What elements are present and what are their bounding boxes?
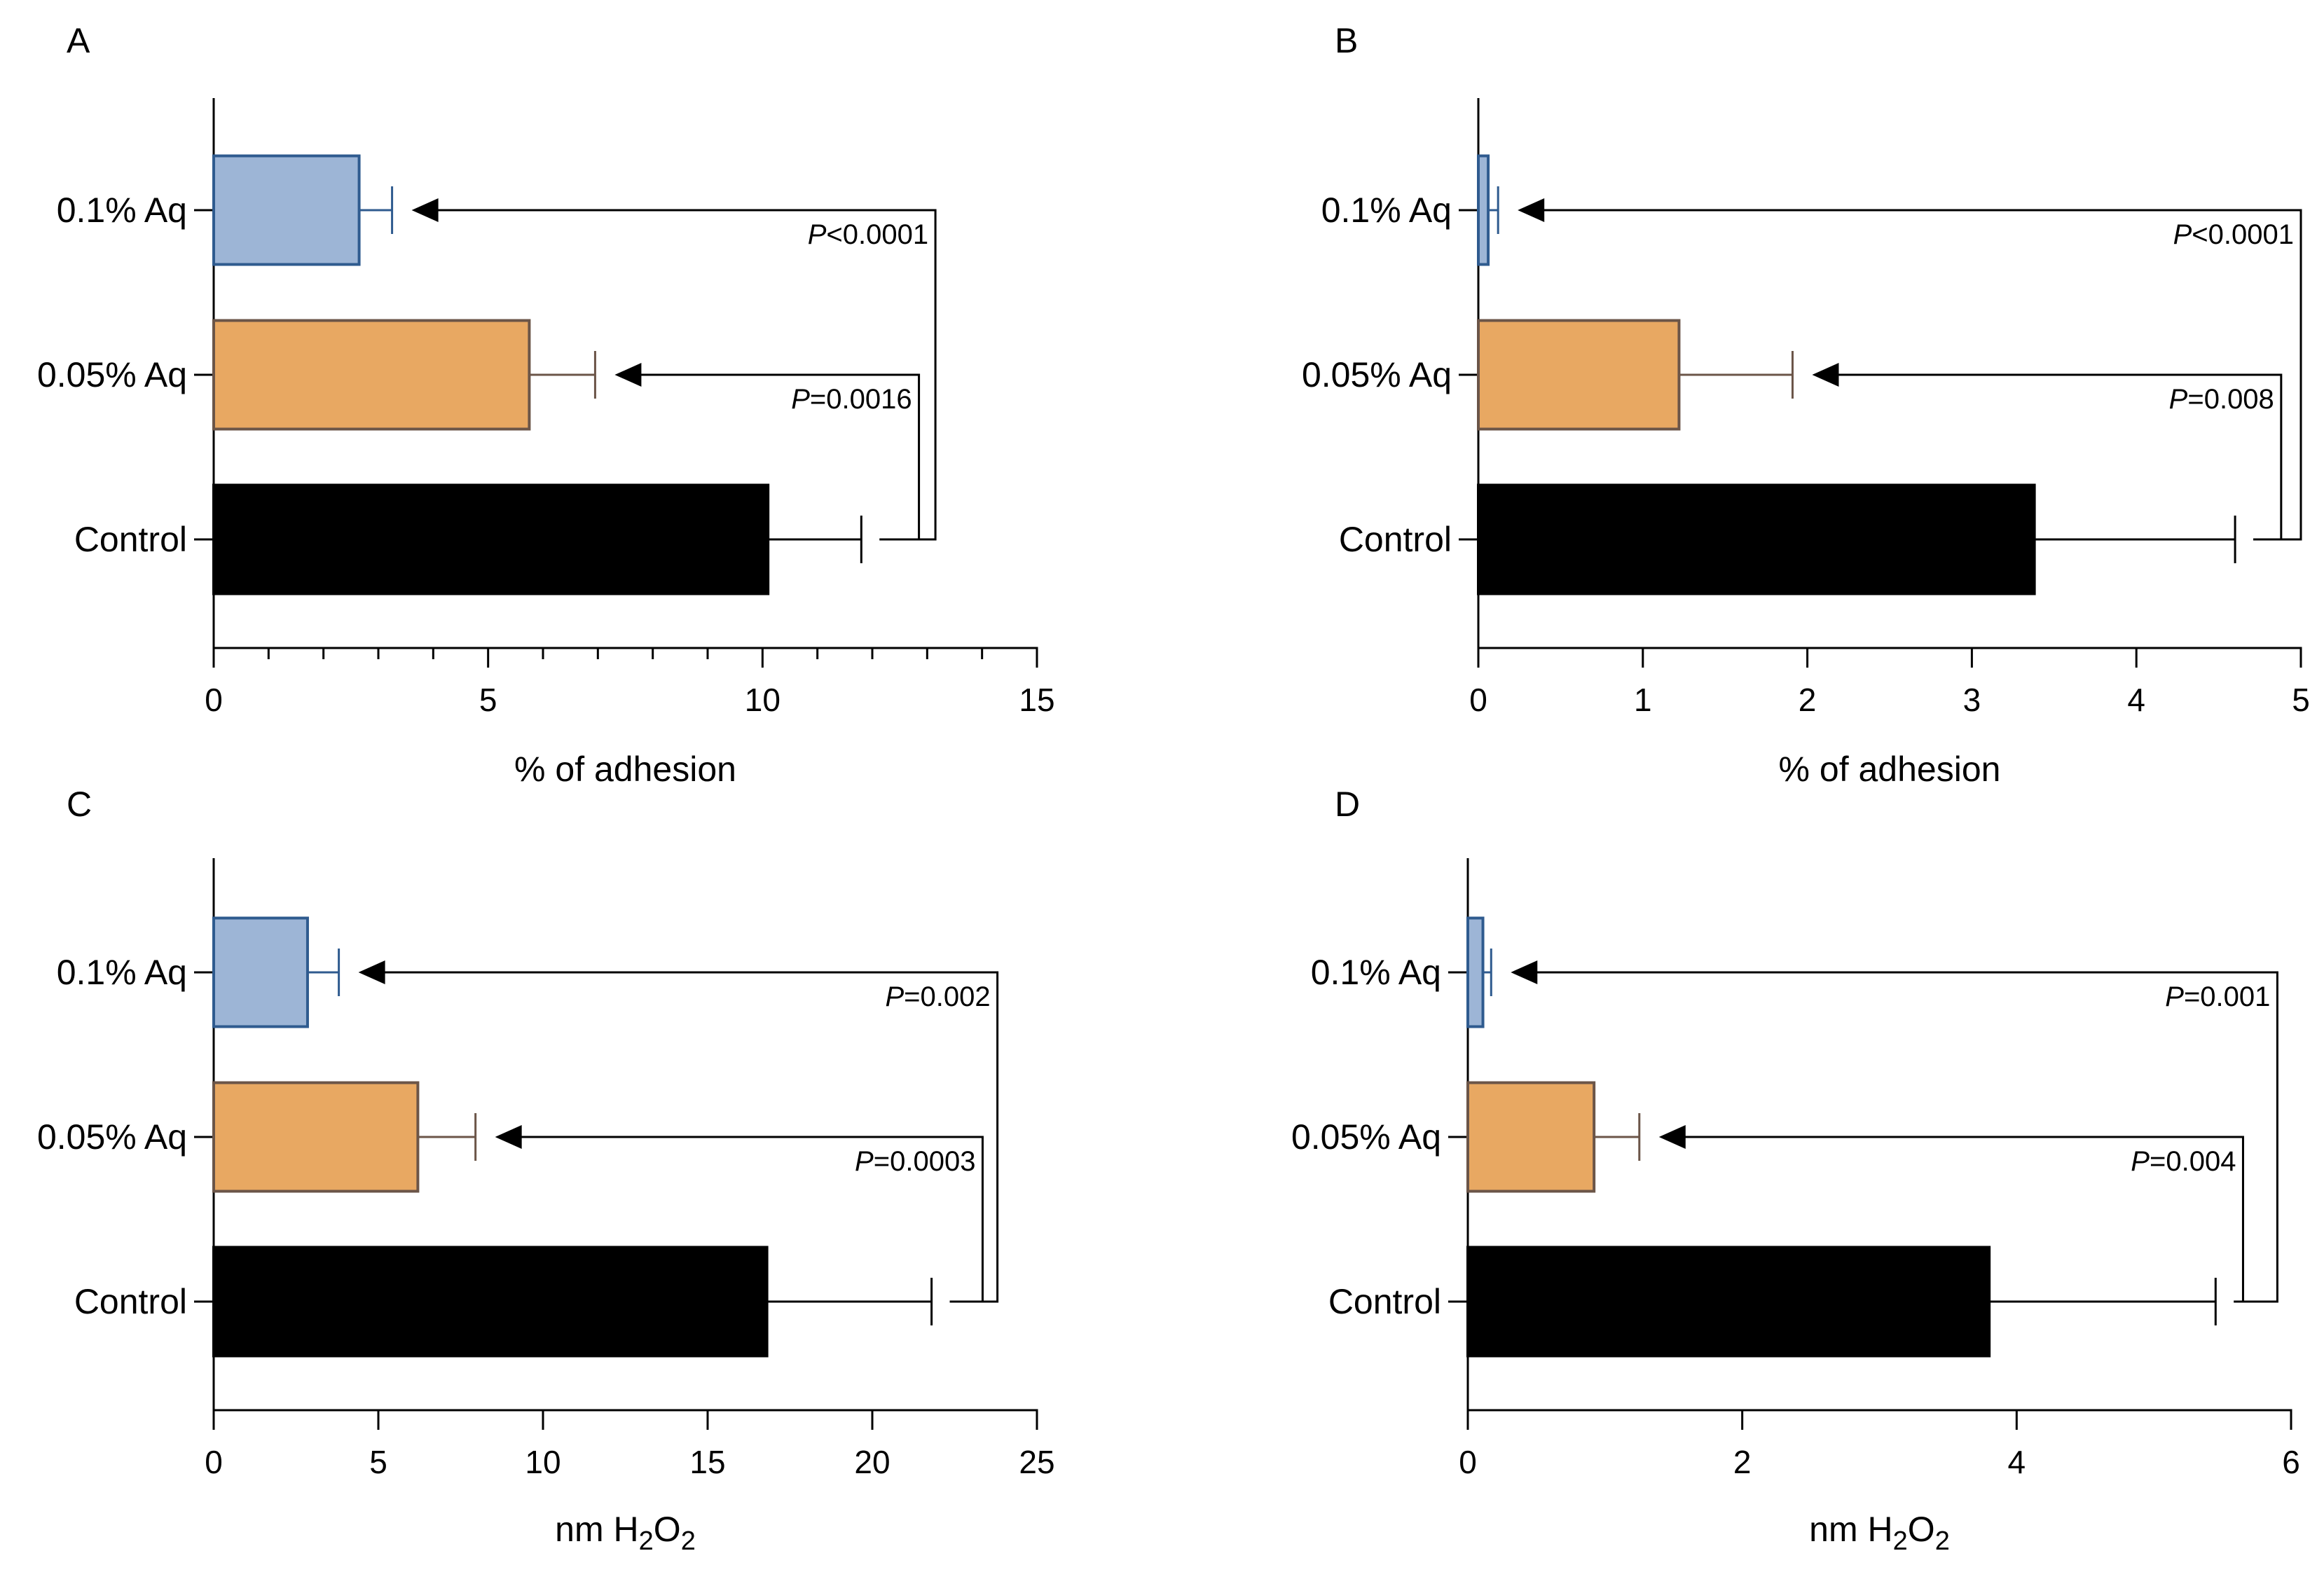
panel-c-bar-aq-01 <box>212 916 309 1028</box>
panel-c-x-tick-label: 5 <box>369 1444 387 1480</box>
panel-b-bar-aq-01 <box>1477 154 1490 266</box>
panel-d-category-label-control: Control <box>1328 1282 1441 1321</box>
panel-c-p-value-aq-005: P=0.0003 <box>855 1146 975 1177</box>
panel-a-category-label-aq-005: 0.05% Aq <box>37 355 187 394</box>
panel-b-x-tick-label: 1 <box>1634 682 1652 718</box>
panel-c-x-tick-label: 20 <box>854 1444 890 1480</box>
panel-d-x-tick-label: 4 <box>2008 1444 2026 1480</box>
panel-b-category-label-aq-005: 0.05% Aq <box>1302 355 1452 394</box>
panel-d-bar-aq-01 <box>1466 916 1485 1028</box>
panel-c-category-label-aq-005: 0.05% Aq <box>37 1117 187 1157</box>
panel-d-p-value-aq-005: P=0.004 <box>2131 1146 2236 1177</box>
panel-d-letter: D <box>1335 785 1360 824</box>
panel-c-bracket-aq-01 <box>383 971 999 1303</box>
panel-d-x-tick-label: 0 <box>1459 1444 1477 1480</box>
panel-b: B 0 1 2 3 4 5 % of adhesion Control 0.05% Aq 0.1% … <box>1302 21 2310 789</box>
panel-d-arrowhead-aq-01 <box>1511 960 1538 984</box>
panel-a-arrowhead-aq-005 <box>614 363 642 387</box>
panel-b-x-tick-label: 4 <box>2127 682 2145 718</box>
panel-a: A 0 5 10 15 % of adhesion Control 0.05% Aq 0.1% … <box>37 21 1055 789</box>
panel-a-x-tick-label: 10 <box>745 682 781 718</box>
panel-a-p-value-aq-005: P=0.0016 <box>791 384 912 415</box>
panel-d-x-axis-title: nm H2O2 <box>1809 1510 1950 1556</box>
panel-c-category-label-control: Control <box>74 1282 187 1321</box>
panel-d-x-tick-label: 2 <box>1733 1444 1752 1480</box>
panel-d-category-label-aq-01: 0.1% Aq <box>1311 953 1441 992</box>
panel-d: D 0 2 4 6 nm H2O2 Control 0.05% Aq 0.1% Aq P=0.00… <box>1291 785 2300 1556</box>
panel-b-x-tick-label: 0 <box>1469 682 1487 718</box>
panel-d-bar-control <box>1466 1246 1991 1358</box>
panel-c: C 0 5 10 15 20 25 nm H2O2 Control 0.05% Aq 0.1% Aq… <box>37 785 1055 1556</box>
panel-d-bracket-aq-01 <box>1536 971 2278 1303</box>
panel-c-p-value-aq-01: P=0.002 <box>885 981 990 1012</box>
panel-b-bar-control <box>1477 483 2036 595</box>
panel-b-arrowhead-aq-01 <box>1518 198 1545 222</box>
panel-a-bracket-aq-01 <box>436 209 937 541</box>
panel-b-x-tick-label: 3 <box>1963 682 1981 718</box>
panel-b-p-value-aq-005: P=0.008 <box>2169 384 2274 415</box>
panel-c-category-label-aq-01: 0.1% Aq <box>57 953 187 992</box>
panel-a-category-label-aq-01: 0.1% Aq <box>57 191 187 230</box>
panel-c-bar-aq-005 <box>212 1081 420 1193</box>
panel-b-p-value-aq-01: P<0.0001 <box>2173 219 2294 250</box>
panel-a-category-label-control: Control <box>74 520 187 559</box>
panel-c-x-tick-label: 25 <box>1019 1444 1054 1480</box>
panel-b-arrowhead-aq-005 <box>1812 363 1839 387</box>
panel-d-x-tick-label: 6 <box>2282 1444 2300 1480</box>
panel-c-arrowhead-aq-005 <box>495 1125 522 1149</box>
panel-a-bar-aq-01 <box>212 154 361 266</box>
panel-c-x-axis-title: nm H2O2 <box>555 1510 696 1556</box>
panel-b-bar-aq-005 <box>1477 319 1681 431</box>
panel-a-p-value-aq-01: P<0.0001 <box>808 219 928 250</box>
panel-b-bracket-aq-01 <box>1543 209 2302 541</box>
panel-a-x-axis-title: % of adhesion <box>514 750 736 789</box>
panel-d-bar-aq-005 <box>1466 1081 1596 1193</box>
panel-a-bar-aq-005 <box>212 319 531 431</box>
panel-d-category-label-aq-005: 0.05% Aq <box>1291 1117 1441 1157</box>
panel-b-x-axis-title: % of adhesion <box>1779 750 2001 789</box>
panel-b-letter: B <box>1335 21 1358 60</box>
panel-c-bar-control <box>212 1246 769 1358</box>
panel-b-category-label-aq-01: 0.1% Aq <box>1321 191 1452 230</box>
panel-a-arrowhead-aq-01 <box>411 198 439 222</box>
panel-d-arrowhead-aq-005 <box>1658 1125 1686 1149</box>
panel-d-p-value-aq-01: P=0.001 <box>2165 981 2270 1012</box>
panel-a-x-tick-label: 5 <box>479 682 497 718</box>
panel-b-x-tick-label: 5 <box>2292 682 2310 718</box>
panel-a-x-tick-label: 0 <box>205 682 223 718</box>
panel-a-bar-control <box>212 483 770 595</box>
panel-b-x-tick-label: 2 <box>1799 682 1817 718</box>
panel-c-x-tick-label: 10 <box>525 1444 561 1480</box>
panel-c-x-tick-label: 0 <box>205 1444 223 1480</box>
panel-c-letter: C <box>67 785 92 824</box>
panel-c-x-tick-label: 15 <box>689 1444 725 1480</box>
panel-a-x-tick-label: 15 <box>1019 682 1054 718</box>
panel-a-letter: A <box>67 21 90 60</box>
panel-c-arrowhead-aq-01 <box>358 960 385 984</box>
panel-b-category-label-control: Control <box>1339 520 1452 559</box>
